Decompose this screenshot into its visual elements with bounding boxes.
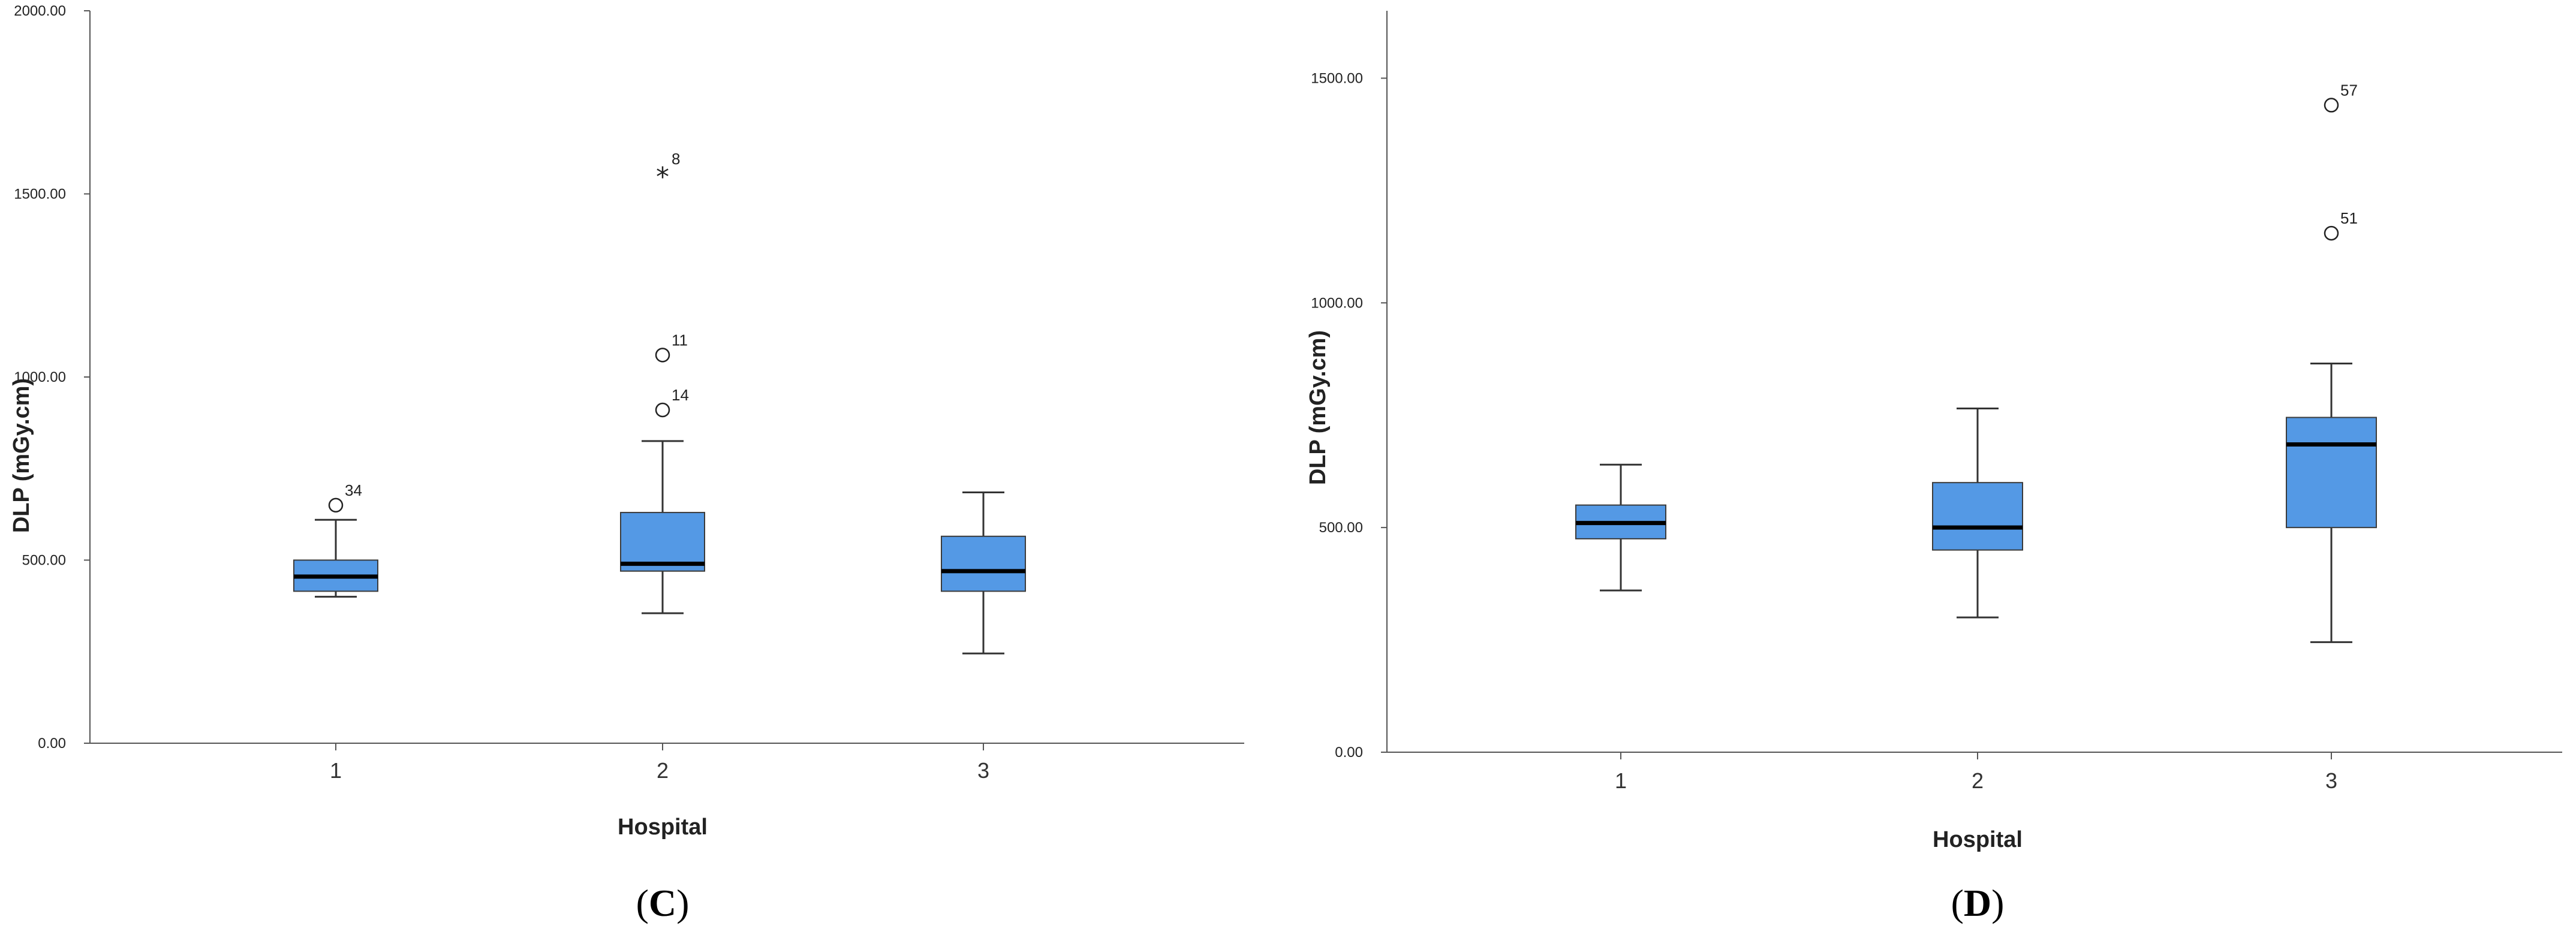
x-tick-label-d-1: 2: [1972, 768, 1984, 793]
outlier-label-c-2: 11: [672, 331, 688, 349]
panel-caption-c: (C): [636, 882, 690, 924]
y-tick-label-c-0: 0.00: [38, 735, 66, 752]
y-tick-label-d-3: 1500.00: [1311, 70, 1363, 86]
outlier-label-d-0: 57: [2340, 81, 2358, 99]
x-axis-title-d: Hospital: [1933, 827, 2023, 852]
boxplot-panel-c: 0.00 500.00 1000.00 1500.00 2000.00 1 2 3 DLP (m…: [9, 3, 1244, 924]
y-tick-label-c-3: 1500.00: [14, 186, 66, 203]
outlier-circle-c-2: [655, 348, 670, 363]
y-tick-label-c-1: 500.00: [22, 553, 66, 569]
box-c-1: [620, 512, 705, 572]
outlier-star-c-1: *: [656, 162, 669, 192]
x-tick-label-c-1: 2: [657, 758, 669, 783]
boxplot-c-svg: 0.00 500.00 1000.00 1500.00 2000.00 1 2 3 DLP (m…: [9, 3, 1244, 924]
outlier-circle-c-3: [655, 402, 670, 418]
box-d-1: [1932, 482, 2023, 551]
y-tick-label-d-0: 0.00: [1335, 744, 1363, 761]
x-tick-label-c-0: 1: [330, 758, 342, 783]
outlier-label-c-3: 14: [672, 386, 689, 404]
outlier-label-c-0: 34: [345, 481, 362, 499]
x-tick-label-c-2: 3: [977, 758, 989, 783]
y-tick-label-c-4: 2000.00: [14, 3, 66, 19]
y-tick-label-d-1: 500.00: [1319, 520, 1363, 536]
y-tick-label-c-2: 1000.00: [14, 369, 66, 385]
box-d-2: [2286, 417, 2377, 529]
outlier-circle-c-0: [328, 497, 344, 513]
outlier-label-c-1: 8: [672, 150, 680, 168]
y-axis-title-d: DLP (mGy.cm): [1305, 330, 1331, 485]
x-tick-label-d-0: 1: [1615, 768, 1627, 793]
panel-caption-d: (D): [1951, 882, 2005, 924]
boxplot-d-svg: 0.00 500.00 1000.00 1500.00 1 2 3 DLP (mGy.cm) H…: [1305, 11, 2562, 924]
x-tick-label-d-2: 3: [2325, 768, 2337, 793]
outlier-label-d-1: 51: [2340, 209, 2358, 227]
box-c-2: [941, 535, 1026, 592]
x-axis-title-c: Hospital: [618, 815, 708, 840]
y-tick-label-d-2: 1000.00: [1311, 295, 1363, 311]
outlier-circle-d-0: [2324, 98, 2339, 113]
outlier-circle-d-1: [2324, 225, 2339, 241]
y-axis-title-c: DLP (mGy.cm): [9, 378, 34, 533]
boxplot-panel-d: 0.00 500.00 1000.00 1500.00 1 2 3 DLP (mGy.cm) H…: [1288, 0, 2576, 944]
